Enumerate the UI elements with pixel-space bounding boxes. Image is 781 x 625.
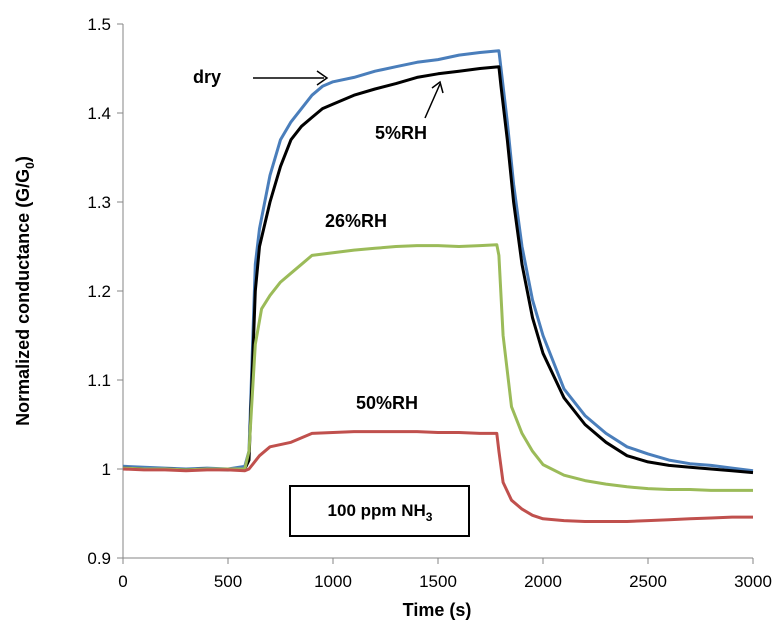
y-tick-label: 0.9	[87, 549, 111, 568]
y-axis-title: Normalized conductance (G/G0)	[13, 156, 37, 426]
x-tick-label: 3000	[734, 572, 772, 591]
series-line-50rh	[122, 430, 753, 523]
rh5-arrowhead	[431, 80, 444, 94]
inset-box-text: 100 ppm NH3	[328, 501, 433, 524]
annotation-50rh: 50%RH	[356, 393, 418, 413]
dry-arrowhead	[316, 70, 329, 86]
x-axis-title: Time (s)	[403, 600, 472, 620]
annotation-26rh: 26%RH	[325, 211, 387, 231]
axis-ticks: 0 500 1000 1500 2000 2500 3000 0.9 1 1.1 1.2 1.3 1.4…	[87, 15, 772, 591]
x-tick-label: 1500	[419, 572, 457, 591]
inset-box	[289, 485, 470, 537]
y-tick-label: 1.4	[87, 104, 111, 123]
series-line-5rh	[122, 65, 754, 475]
y-tick-label: 1.5	[87, 15, 111, 34]
y-tick-label: 1.3	[87, 193, 111, 212]
x-tick-label: 0	[118, 572, 127, 591]
rh5-arrow	[424, 83, 441, 119]
series-line-dry	[122, 49, 754, 473]
series-line-26rh	[122, 243, 753, 492]
x-tick-label: 2500	[629, 572, 667, 591]
series-layer	[122, 49, 754, 523]
x-tick-label: 500	[214, 572, 242, 591]
x-tick-label: 1000	[314, 572, 352, 591]
annotation-5rh: 5%RH	[375, 123, 427, 143]
y-tick-label: 1.2	[87, 282, 111, 301]
x-tick-label: 2000	[524, 572, 562, 591]
y-tick-label: 1.1	[87, 371, 111, 390]
y-tick-label: 1	[102, 460, 111, 479]
annotation-dry: dry	[193, 67, 221, 87]
